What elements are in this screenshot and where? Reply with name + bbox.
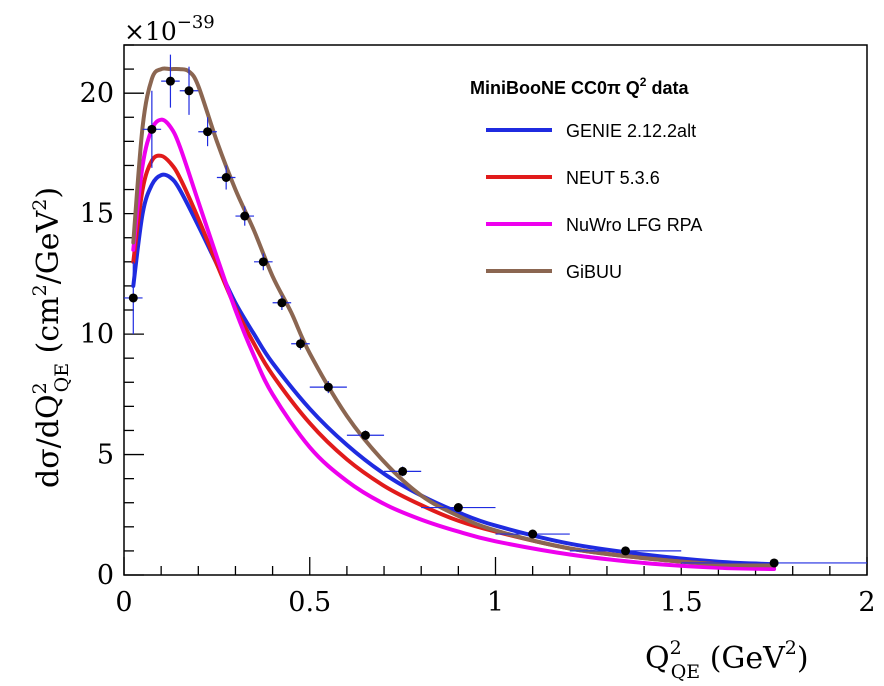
y-axis-title-unit-end: ) bbox=[31, 187, 66, 199]
legend-title-main: MiniBooNE CC0π Q bbox=[470, 78, 640, 98]
y-multiplier-base: ×10 bbox=[124, 17, 177, 46]
x-axis-title-sub: QE bbox=[671, 661, 700, 683]
y-axis-title-unit: (cm bbox=[31, 296, 66, 363]
data-point bbox=[221, 173, 231, 182]
x-axis-title-main: Q bbox=[645, 641, 670, 676]
data-point bbox=[258, 257, 268, 267]
data-point bbox=[621, 546, 631, 556]
y-multiplier-exponent: −39 bbox=[177, 12, 215, 33]
y-axis-title-unit-mid: /GeV bbox=[31, 209, 66, 284]
x-tick-label: 2 bbox=[858, 587, 875, 618]
y-tick-label: 20 bbox=[80, 78, 114, 109]
legend-label-1: GENIE 2.12.2alt bbox=[566, 121, 696, 141]
data-point bbox=[528, 529, 538, 539]
y-axis-title-unit-sup2: 2 bbox=[29, 199, 51, 211]
data-point bbox=[147, 124, 157, 134]
x-tick-label: 0.5 bbox=[288, 587, 331, 618]
data-point bbox=[453, 503, 463, 513]
legend: MiniBooNE CC0π Q2 data GENIE 2.12.2alt NE… bbox=[470, 75, 702, 282]
data-point bbox=[165, 76, 175, 86]
data-point bbox=[398, 466, 408, 476]
y-tick-label: 15 bbox=[80, 199, 114, 230]
legend-title: MiniBooNE CC0π Q2 data bbox=[470, 75, 689, 98]
series-line-3 bbox=[131, 117, 777, 571]
data-points bbox=[124, 54, 867, 568]
series-line-4 bbox=[131, 66, 777, 568]
data-point bbox=[203, 127, 213, 137]
x-axis-title-sup: 2 bbox=[670, 637, 682, 659]
y-axis-title-main: dσ/dQ bbox=[31, 394, 66, 488]
data-point bbox=[360, 430, 370, 440]
x-axis-title-unit: (GeV bbox=[700, 641, 786, 676]
y-axis-title: dσ/dQ2QE (cm2/GeV2) bbox=[29, 187, 73, 488]
x-axis-title-unit-sup: 2 bbox=[785, 637, 797, 659]
data-point bbox=[277, 298, 287, 308]
legend-title-sup: 2 bbox=[640, 75, 647, 89]
model-curves bbox=[131, 66, 777, 571]
data-point bbox=[295, 339, 305, 349]
legend-title-end: data bbox=[646, 78, 689, 98]
series-line-1 bbox=[131, 172, 777, 567]
x-tick-label: 0 bbox=[115, 587, 132, 618]
x-tick-label: 1 bbox=[487, 587, 504, 618]
y-axis-title-sup: 2 bbox=[29, 382, 51, 394]
data-point bbox=[240, 211, 250, 221]
x-tick-label: 1.5 bbox=[660, 587, 703, 618]
y-axis-title-sub: QE bbox=[51, 363, 73, 392]
y-multiplier: ×10−39 bbox=[124, 12, 215, 46]
legend-label-2: NEUT 5.3.6 bbox=[566, 168, 660, 188]
data-point bbox=[128, 293, 138, 303]
y-tick-label: 10 bbox=[80, 319, 114, 350]
y-tick-label: 5 bbox=[97, 440, 114, 471]
data-point bbox=[323, 382, 333, 392]
legend-label-3: NuWro LFG RPA bbox=[566, 215, 702, 235]
y-tick-label: 0 bbox=[97, 560, 114, 591]
data-point bbox=[769, 558, 779, 568]
legend-entries: GENIE 2.12.2alt NEUT 5.3.6 NuWro LFG RPA Gi… bbox=[486, 121, 702, 282]
y-axis-title-unit-sup: 2 bbox=[29, 284, 51, 296]
data-point bbox=[184, 86, 194, 96]
legend-label-4: GiBUU bbox=[566, 262, 622, 282]
x-axis-title: Q2 QE (GeV2) bbox=[645, 637, 809, 683]
x-axis-title-unit-end: ) bbox=[797, 641, 809, 676]
